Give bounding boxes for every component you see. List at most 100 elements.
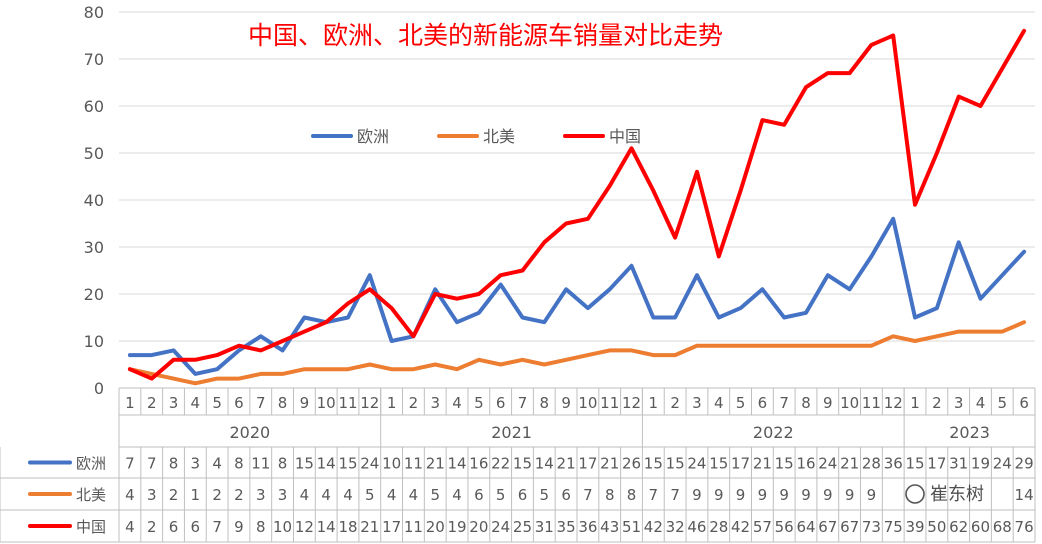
- month-label: 5: [736, 394, 746, 412]
- chart-title: 中国、欧洲、北美的新能源车销量对比走势: [248, 21, 723, 50]
- y-tick-label: 40: [84, 191, 104, 210]
- month-label: 3: [169, 394, 179, 412]
- data-value: 16: [469, 455, 488, 473]
- data-value: 9: [692, 486, 702, 504]
- data-value: 15: [513, 455, 532, 473]
- data-value: 12: [295, 518, 314, 536]
- data-value: 9: [845, 486, 855, 504]
- data-value: 19: [971, 455, 990, 473]
- data-value: 24: [491, 518, 510, 536]
- data-value: 15: [338, 455, 357, 473]
- data-value: 5: [365, 486, 375, 504]
- data-value: 50: [927, 518, 946, 536]
- y-tick-label: 70: [84, 50, 104, 69]
- y-tick-label: 10: [84, 332, 104, 351]
- data-value: 15: [906, 455, 925, 473]
- data-value: 3: [147, 486, 157, 504]
- series-lines: [127, 28, 1027, 386]
- month-label: 12: [360, 394, 379, 412]
- data-value: 6: [191, 518, 201, 536]
- data-value: 17: [731, 455, 750, 473]
- month-label: 10: [578, 394, 597, 412]
- data-value: 10: [382, 455, 401, 473]
- data-value: 21: [753, 455, 772, 473]
- data-value: 6: [169, 518, 179, 536]
- month-label: 7: [518, 394, 528, 412]
- month-label: 7: [779, 394, 789, 412]
- data-value: 21: [360, 518, 379, 536]
- data-value: 14: [317, 455, 336, 473]
- series-line-北美: [127, 320, 1027, 386]
- y-tick-label: 20: [84, 285, 104, 304]
- data-value: 8: [169, 455, 179, 473]
- year-label: 2021: [491, 423, 532, 442]
- data-value: 29: [1015, 455, 1034, 473]
- data-value: 2: [212, 486, 222, 504]
- data-value: 9: [801, 486, 811, 504]
- data-value: 4: [212, 455, 222, 473]
- data-value: 68: [993, 518, 1012, 536]
- data-value: 9: [758, 486, 768, 504]
- month-label: 10: [840, 394, 859, 412]
- data-value: 4: [300, 486, 310, 504]
- data-value: 67: [840, 518, 859, 536]
- data-value: 20: [426, 518, 445, 536]
- data-value: 15: [644, 455, 663, 473]
- data-value: 9: [736, 486, 746, 504]
- data-value: 2: [147, 518, 157, 536]
- data-value: 4: [125, 518, 135, 536]
- data-value: 6: [561, 486, 571, 504]
- month-label: 6: [496, 394, 506, 412]
- data-value: 3: [191, 455, 201, 473]
- month-label: 4: [191, 394, 201, 412]
- data-value: 8: [627, 486, 637, 504]
- data-value: 4: [321, 486, 331, 504]
- data-value: 42: [731, 518, 750, 536]
- watermark-icon: [905, 484, 925, 504]
- data-value: 36: [884, 455, 903, 473]
- data-table: 1 2 3 4 5 6 7 8 9 10 11 12 1 2 3 4 5 6 7 8 9 10 11 12 1 2 3 4 5 6 7 8 9 1…: [0, 387, 1036, 543]
- y-tick-label: 60: [84, 97, 104, 116]
- data-value: 7: [649, 486, 659, 504]
- month-label: 11: [862, 394, 881, 412]
- legend: 欧洲 北美 中国: [311, 127, 641, 146]
- month-label: 9: [300, 394, 310, 412]
- data-value: 17: [382, 518, 401, 536]
- data-value: 4: [125, 486, 135, 504]
- data-value: 4: [409, 486, 419, 504]
- data-value: 9: [714, 486, 724, 504]
- data-value: 32: [666, 518, 685, 536]
- data-value: 31: [949, 455, 968, 473]
- data-value: 75: [884, 518, 903, 536]
- data-value: 62: [949, 518, 968, 536]
- watermark-text: 崔东树: [930, 484, 984, 505]
- y-tick-label: 80: [84, 3, 104, 22]
- year-label: 2020: [229, 423, 270, 442]
- month-label: 6: [1019, 394, 1029, 412]
- month-label: 10: [317, 394, 336, 412]
- data-value: 4: [452, 486, 462, 504]
- y-tick-label: 50: [84, 144, 104, 163]
- month-label: 1: [387, 394, 397, 412]
- data-value: 46: [687, 518, 706, 536]
- month-label: 1: [125, 394, 135, 412]
- month-label: 1: [649, 394, 659, 412]
- month-label: 2: [670, 394, 680, 412]
- data-value: 21: [600, 455, 619, 473]
- data-value: 10: [273, 518, 292, 536]
- y-tick-label: 0: [94, 379, 104, 398]
- data-value: 28: [862, 455, 881, 473]
- data-value: 14: [535, 455, 554, 473]
- data-value: 25: [513, 518, 532, 536]
- data-value: 6: [518, 486, 528, 504]
- data-value: 24: [360, 455, 379, 473]
- data-value: 9: [779, 486, 789, 504]
- month-label: 12: [884, 394, 903, 412]
- data-value: 31: [535, 518, 554, 536]
- data-value: 51: [622, 518, 641, 536]
- data-value: 39: [906, 518, 925, 536]
- data-value: 24: [687, 455, 706, 473]
- data-value: 5: [496, 486, 506, 504]
- data-value: 26: [622, 455, 641, 473]
- data-value: 9: [823, 486, 833, 504]
